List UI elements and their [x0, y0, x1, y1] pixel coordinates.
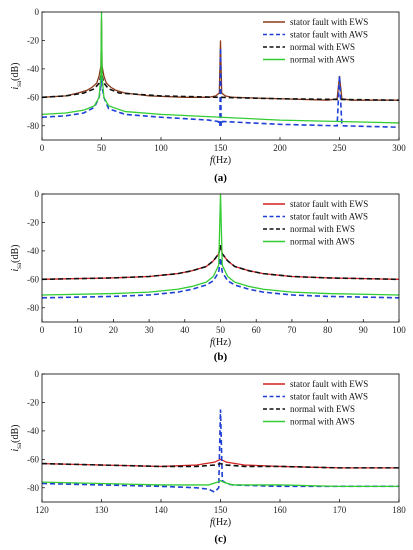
x-tick-label: 20: [109, 325, 119, 335]
x-tick-label: 40: [180, 325, 190, 335]
y-tick-label: -80: [27, 303, 39, 313]
series-line-4: [42, 479, 399, 488]
x-axis-label: f(Hz): [210, 517, 231, 528]
y-tick-label: -60: [27, 454, 39, 464]
x-tick-label: 130: [95, 505, 109, 515]
legend-label-1: stator fault with EWS: [290, 379, 368, 389]
x-tick-label: 120: [35, 505, 49, 515]
legend-box: [259, 197, 395, 253]
y-axis-label: isa(dB): [10, 245, 23, 272]
x-tick-label: 150: [214, 505, 228, 515]
legend-label-4: normal with AWS: [290, 417, 355, 427]
x-tick-label: 200: [273, 143, 287, 153]
y-tick-label: -20: [27, 217, 39, 227]
legend-label-2: stator fault with AWS: [290, 212, 368, 222]
legend-label-3: normal with EWS: [290, 224, 355, 234]
plot-area: [42, 12, 399, 128]
x-tick-label: 30: [145, 325, 155, 335]
y-tick-label: -80: [27, 121, 39, 131]
series-line-4: [42, 12, 399, 124]
y-tick-label: 0: [35, 369, 40, 379]
y-axis-label: isa(dB): [10, 63, 23, 90]
y-tick-label: -20: [27, 35, 39, 45]
legend: stator fault with EWS stator fault with A…: [259, 15, 395, 71]
y-tick-label: -40: [27, 426, 39, 436]
legend-label-4: normal with AWS: [290, 237, 355, 247]
x-tick-label: 90: [359, 325, 369, 335]
legend-label-1: stator fault with EWS: [290, 199, 368, 209]
y-tick-label: 0: [35, 7, 40, 17]
legend-box: [259, 15, 395, 71]
legend-label-3: normal with EWS: [290, 42, 355, 52]
x-axis-label: f(Hz): [210, 337, 231, 348]
series-line-4: [42, 194, 399, 296]
x-tick-label: 0: [40, 143, 45, 153]
x-tick-label: 50: [216, 325, 226, 335]
x-tick-label: 60: [252, 325, 262, 335]
x-tick-label: 80: [323, 325, 333, 335]
y-tick-label: -60: [27, 274, 39, 284]
legend-label-3: normal with EWS: [290, 404, 355, 414]
panel-label: (b): [214, 351, 228, 363]
x-tick-label: 100: [392, 325, 406, 335]
series-line-1: [42, 19, 399, 101]
chart-panel-2: 0 10 20 30 40 50 60 70 80 90 100 0 -20 -40 -60 -80 f(Hz)…: [10, 189, 406, 363]
legend: stator fault with EWS stator fault with A…: [259, 197, 395, 253]
y-tick-label: -40: [27, 64, 39, 74]
y-tick-label: -80: [27, 483, 39, 493]
y-tick-label: 0: [35, 189, 40, 199]
y-tick-label: -60: [27, 92, 39, 102]
legend: stator fault with EWS stator fault with A…: [259, 377, 395, 433]
x-tick-label: 140: [154, 505, 168, 515]
x-tick-label: 160: [273, 505, 287, 515]
legend-label-2: stator fault with AWS: [290, 392, 368, 402]
x-tick-label: 180: [392, 505, 406, 515]
legend-label-4: normal with AWS: [290, 55, 355, 65]
chart-panel-3: 120 130 140 150 160 170 180 0 -20 -40 -60 -80 f(Hz) i…: [10, 369, 406, 545]
y-tick-label: -20: [27, 397, 39, 407]
plot-area: [42, 409, 399, 494]
series-line-2: [42, 409, 399, 494]
x-tick-label: 300: [392, 143, 406, 153]
panel-label: (a): [214, 172, 227, 184]
series-line-2: [42, 47, 399, 128]
x-tick-label: 250: [333, 143, 347, 153]
chart-panel-1: 0 50 100 150 200 250 300 0 -20 -40 -60 -80 f(Hz) isa(…: [10, 7, 406, 184]
y-tick-label: -40: [27, 246, 39, 256]
series-line-3: [42, 462, 399, 469]
panel-label: (c): [214, 533, 227, 545]
x-tick-label: 70: [287, 325, 297, 335]
series-line-3: [42, 245, 399, 281]
plot-area: [42, 194, 399, 299]
legend-box: [259, 377, 395, 433]
x-tick-label: 0: [40, 325, 45, 335]
legend-label-1: stator fault with EWS: [290, 17, 368, 27]
y-axis-label: isa(dB): [10, 425, 23, 452]
x-tick-label: 150: [214, 143, 228, 153]
x-axis-label: f(Hz): [210, 155, 231, 166]
x-tick-label: 10: [73, 325, 83, 335]
x-tick-label: 170: [333, 505, 347, 515]
legend-label-2: stator fault with AWS: [290, 30, 368, 40]
x-tick-label: 100: [154, 143, 168, 153]
x-tick-label: 50: [97, 143, 107, 153]
